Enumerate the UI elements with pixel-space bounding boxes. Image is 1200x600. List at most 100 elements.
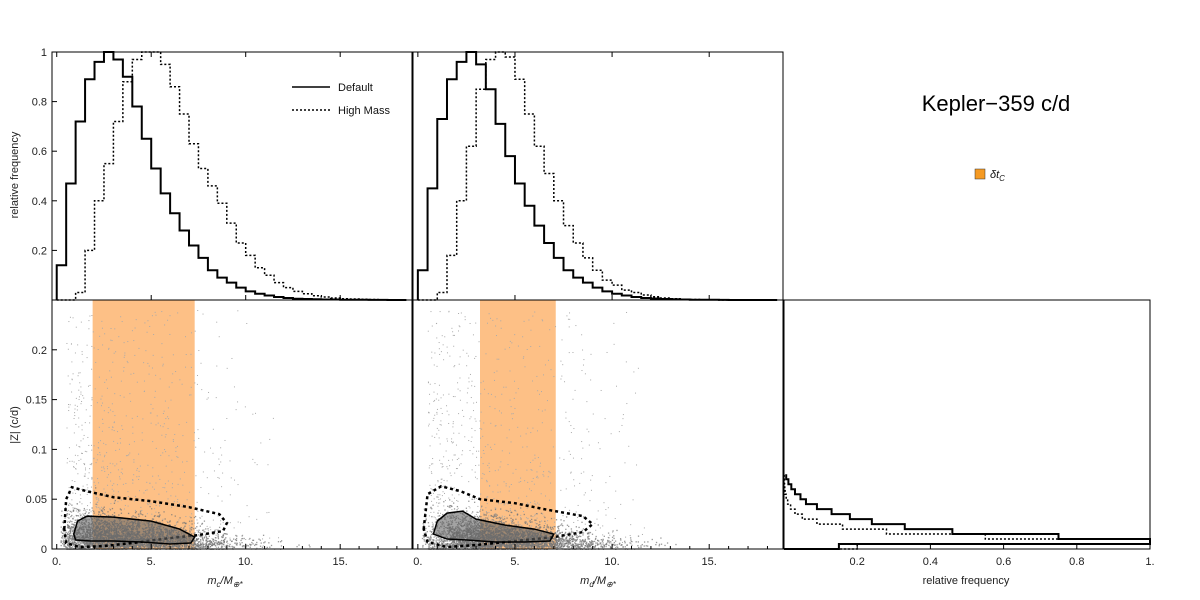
scatter-point-dense (121, 543, 123, 545)
scatter-point-dense (207, 545, 209, 547)
scatter-point-sparse (74, 415, 76, 417)
scatter-point-sparse (534, 515, 536, 517)
scatter-point-dense (205, 544, 207, 547)
scatter-point-sparse (227, 522, 229, 524)
scatter-point-sparse (500, 327, 502, 329)
scatter-point-dense (115, 546, 118, 548)
scatter-point-dense (218, 526, 221, 529)
scatter-point-sparse (73, 417, 75, 419)
scatter-point-sparse (127, 505, 129, 507)
scatter-point-sparse (90, 486, 92, 488)
scatter-point-dense (100, 543, 102, 546)
scatter-point-dense (71, 541, 73, 543)
scatter-point-sparse (74, 412, 76, 414)
scatter-point-dense (89, 543, 91, 545)
scatter-point-sparse (560, 360, 562, 362)
scatter-point-sparse (95, 506, 97, 508)
scatter-point-sparse (176, 523, 178, 525)
scatter-point-dense (140, 546, 142, 549)
scatter-point-dense (79, 542, 82, 544)
scatter-point-sparse (434, 383, 436, 385)
scatter-point-sparse (440, 420, 442, 422)
scatter-point-dense (261, 546, 264, 548)
scatter-point-dense (88, 512, 90, 514)
scatter-point-dense (222, 535, 224, 537)
scatter-point-sparse (445, 545, 447, 547)
scatter-point-sparse (164, 483, 166, 485)
scatter-point-dense (280, 540, 283, 542)
scatter-point-sparse (155, 511, 157, 513)
scatter-point-sparse (104, 333, 106, 335)
scatter-point-sparse (74, 352, 76, 354)
scatter-point-sparse (152, 408, 154, 410)
scatter-point-sparse (462, 450, 464, 452)
scatter-point-sparse (581, 441, 583, 443)
scatter-point-sparse (480, 437, 482, 439)
scatter-point-sparse (150, 412, 152, 414)
scatter-point-dense (95, 545, 98, 548)
scatter-point-dense (268, 542, 270, 544)
scatter-point-sparse (196, 383, 198, 385)
scatter-point-sparse (129, 452, 131, 454)
scatter-point-dense (60, 531, 63, 533)
scatter-point-sparse (79, 494, 81, 496)
scatter-point-dense (131, 516, 133, 518)
scatter-point-dense (79, 544, 81, 546)
scatter-point-sparse (149, 325, 151, 327)
scatter-point-sparse (106, 452, 108, 454)
y-tick-label: 0.2 (32, 245, 47, 257)
scatter-point-dense (160, 544, 162, 546)
scatter-point-sparse (427, 382, 429, 384)
scatter-point-sparse (215, 546, 217, 548)
scatter-point-sparse (245, 543, 247, 545)
scatter-point-dense (211, 542, 214, 545)
scatter-point-dense (135, 546, 137, 548)
scatter-point-sparse (218, 336, 220, 338)
scatter-point-dense (263, 542, 265, 544)
scatter-point-sparse (156, 415, 158, 417)
scatter-point-dense (144, 546, 146, 548)
scatter-point-dense (184, 543, 186, 545)
scatter-point-dense (156, 545, 158, 547)
scatter-point-dense (71, 537, 73, 540)
scatter-point-dense (132, 546, 134, 549)
scatter-point-sparse (512, 545, 514, 547)
scatter-point-dense (184, 545, 186, 548)
scatter-point-dense (114, 546, 116, 548)
scatter-point-sparse (73, 432, 75, 434)
scatter-point-dense (256, 541, 258, 544)
scatter-point-sparse (67, 510, 69, 512)
scatter-point-dense (148, 546, 151, 548)
scatter-point-dense (231, 545, 233, 548)
scatter-point-sparse (200, 517, 202, 519)
scatter-point-sparse (107, 474, 109, 476)
scatter-point-dense (199, 531, 201, 534)
scatter-point-sparse (603, 502, 605, 504)
scatter-point-sparse (74, 404, 76, 406)
scatter-point-sparse (114, 393, 116, 395)
scatter-point-dense (144, 515, 147, 517)
scatter-point-sparse (222, 522, 224, 524)
scatter-point-sparse (91, 476, 93, 478)
scatter-point-sparse (157, 475, 159, 477)
scatter-point-dense (185, 543, 187, 546)
scatter-point-sparse (96, 459, 98, 461)
scatter-point-sparse (92, 331, 94, 333)
scatter-point-sparse (110, 409, 112, 411)
scatter-point-dense (179, 545, 181, 547)
scatter-point-dense (139, 542, 142, 544)
scatter-point-sparse (165, 451, 167, 453)
y-tick-label: 0.4 (32, 196, 47, 208)
scatter-point-dense (159, 514, 161, 516)
scatter-point-dense (145, 544, 147, 547)
scatter-point-dense (74, 507, 76, 510)
scatter-point-sparse (233, 386, 235, 388)
scatter-point-sparse (164, 449, 166, 451)
scatter-point-sparse (196, 529, 198, 531)
scatter-point-dense (86, 542, 88, 545)
scatter-point-dense (159, 546, 162, 549)
scatter-point-dense (116, 542, 118, 544)
scatter-point-sparse (102, 344, 104, 346)
scatter-point-sparse (246, 322, 248, 324)
scatter-point-sparse (132, 479, 134, 481)
